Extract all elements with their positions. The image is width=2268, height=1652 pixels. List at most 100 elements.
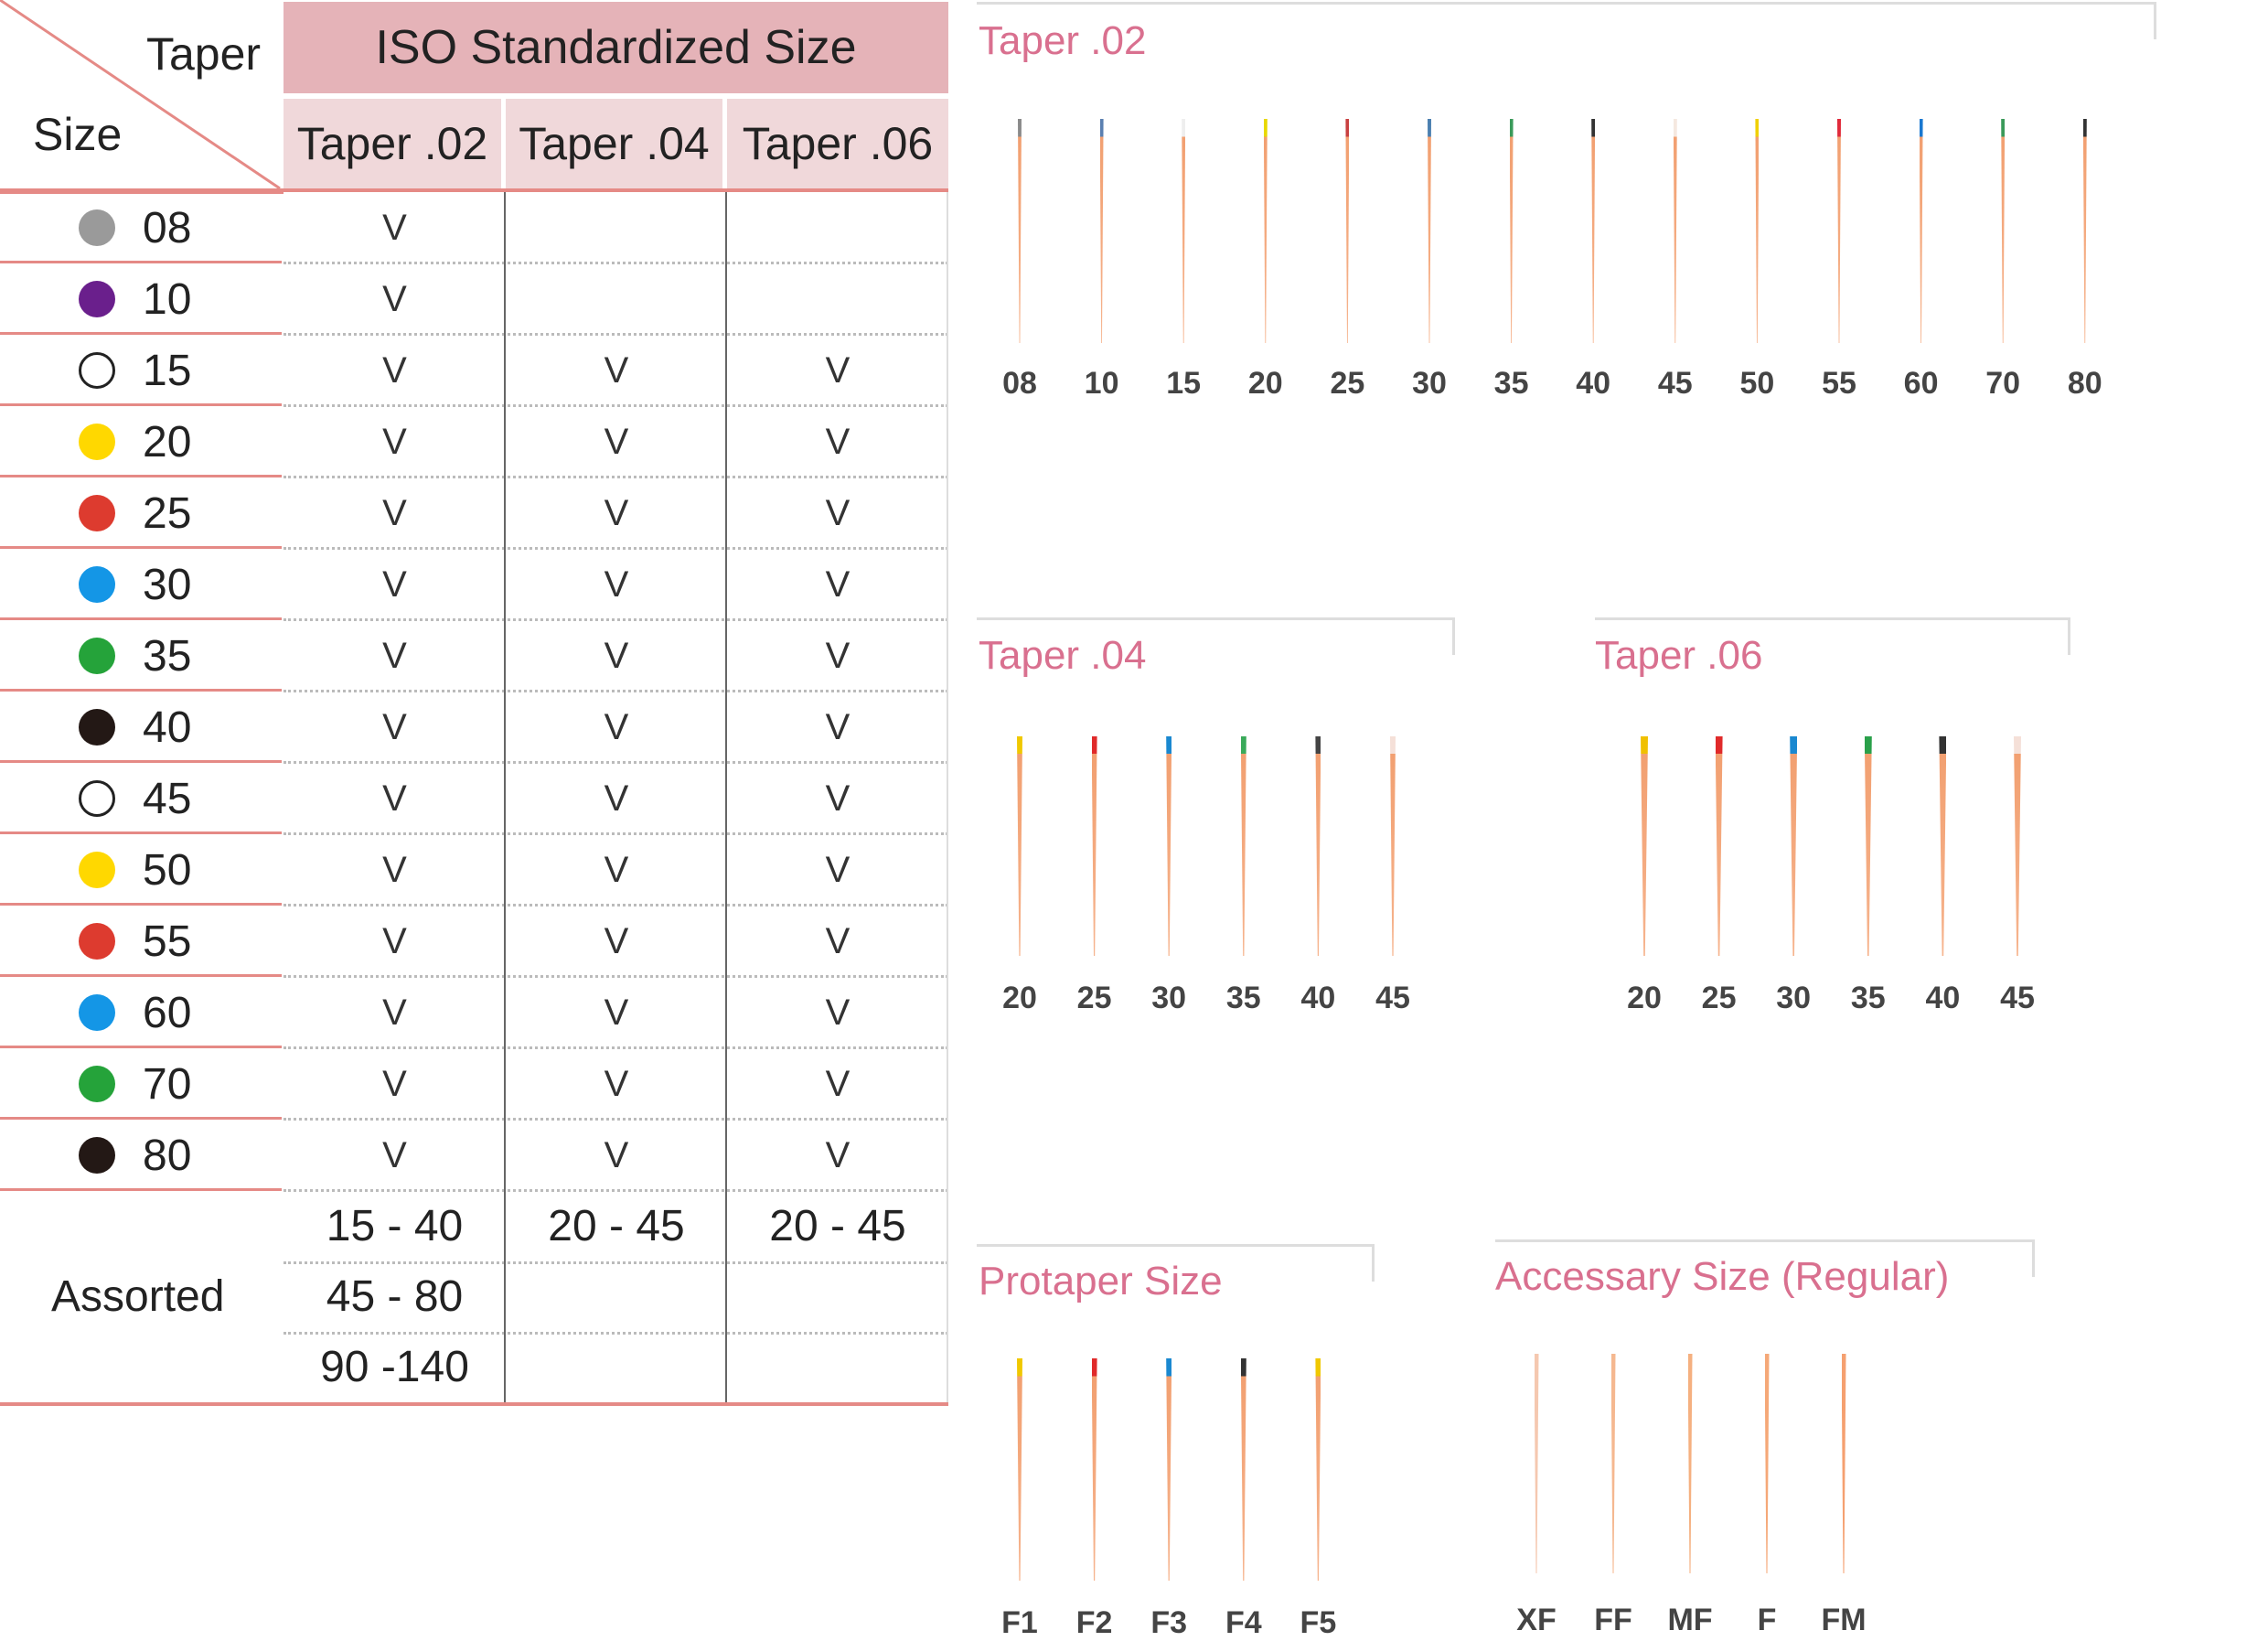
endodontic-file-icon [1263,119,1268,343]
size-label: 80 [143,1131,192,1180]
endodontic-file-icon [1687,1354,1693,1573]
corner-size-label: Size [33,109,123,160]
endodontic-file-icon [1240,1358,1246,1581]
availability-mark [506,263,727,335]
size-cell: 10 [0,263,284,335]
row-divider [0,1188,282,1191]
color-dot-icon [79,209,115,246]
file-size-label: 20 [1247,366,1283,401]
file-size-label: 15 [1166,366,1202,401]
panel-bracket [977,617,1455,655]
file-size-label: 25 [1701,981,1737,1015]
endodontic-file-icon [1099,119,1104,343]
availability-mark: V [382,920,407,961]
availability-mark: V [382,635,407,676]
file-size-label: 60 [1903,366,1939,401]
endodontic-file-icon [1428,119,1431,343]
endodontic-file-icon [1673,119,1677,343]
row-divider [0,475,282,477]
availability-mark: V [825,492,850,533]
availability-mark: V [825,1134,850,1175]
endodontic-file-icon [1091,736,1097,956]
corner-diagonal [0,0,281,190]
endodontic-file-icon [1755,119,1760,343]
availability-mark [727,263,948,335]
panel-bracket [977,2,2156,39]
file-size-label: 55 [1822,366,1856,401]
size-label: 20 [143,417,192,467]
size-cell: 50 [0,834,284,906]
panel-bracket [1495,1239,2035,1277]
row-divider-dotted [284,975,948,978]
size-cell: 80 [0,1120,284,1191]
endodontic-file-icon [1091,1358,1097,1581]
endodontic-file-icon [1939,736,1947,956]
size-label: 10 [143,274,192,324]
availability-mark: V [604,1134,629,1175]
size-label: 40 [143,703,192,752]
table-bottom-border [0,1402,948,1406]
availability-mark: V [825,421,850,462]
availability-mark: V [382,349,407,391]
size-label: 30 [143,560,192,609]
assorted-range: 20 - 45 [548,1202,685,1250]
column-header-taper-06: Taper .06 [727,99,948,188]
file-size-label: F5 [1300,1605,1337,1640]
availability-mark: V [604,635,629,676]
assorted-range [727,1261,948,1332]
color-dot-icon [79,495,115,531]
availability-mark: V [382,207,407,248]
assorted-range: 45 - 80 [326,1272,464,1321]
row-divider-dotted [284,690,948,692]
size-cell: 25 [0,477,284,549]
file-size-label: 20 [1627,981,1662,1015]
endodontic-file-icon [1315,1358,1321,1581]
color-dot-icon [79,638,115,674]
file-size-label: 25 [1330,366,1365,401]
column-header-taper-04: Taper .04 [506,99,722,188]
color-dot-icon [79,1066,115,1102]
endodontic-file-icon [1166,1358,1172,1581]
file-size-label: F [1757,1603,1777,1637]
assorted-range [506,1261,727,1332]
availability-mark: V [604,1063,629,1104]
availability-mark: V [825,778,850,819]
size-label: 50 [143,845,192,895]
size-label: 35 [143,631,192,681]
endodontic-file-icon [1166,736,1172,956]
color-dot-icon [79,1137,115,1174]
availability-mark: V [382,849,407,890]
panel-title: Taper .02 [979,18,1147,63]
endodontic-file-icon [1390,736,1396,956]
row-divider-dotted [284,1332,948,1335]
endodontic-file-icon [1509,119,1514,343]
table-header: ISO Standardized Size [284,2,948,93]
file-size-label: 70 [1985,366,2021,401]
file-size-label: 80 [2067,366,2102,401]
size-cell: 15 [0,335,284,406]
file-size-label: 50 [1739,366,1775,401]
color-dot-icon [79,424,115,460]
file-size-label: 35 [1493,366,1529,401]
file-size-label: 30 [1151,981,1187,1015]
file-size-label: FM [1821,1603,1867,1637]
availability-mark: V [382,492,407,533]
color-dot-icon [79,780,115,817]
availability-mark: V [604,563,629,605]
endodontic-file-icon [1240,736,1246,956]
endodontic-file-icon [1841,1354,1846,1573]
row-divider-dotted [284,1261,948,1264]
panel-bracket [1595,617,2070,655]
file-size-label: 20 [1002,981,1037,1015]
file-size-label: 40 [1925,981,1961,1015]
endodontic-file-icon [1715,736,1723,956]
row-divider-dotted [284,618,948,621]
row-divider [0,617,282,620]
availability-mark: V [604,920,629,961]
availability-mark: V [382,421,407,462]
assorted-range [727,1332,948,1402]
size-cell: 20 [0,406,284,477]
availability-mark: V [825,706,850,747]
availability-mark: V [382,563,407,605]
row-divider [0,332,282,335]
